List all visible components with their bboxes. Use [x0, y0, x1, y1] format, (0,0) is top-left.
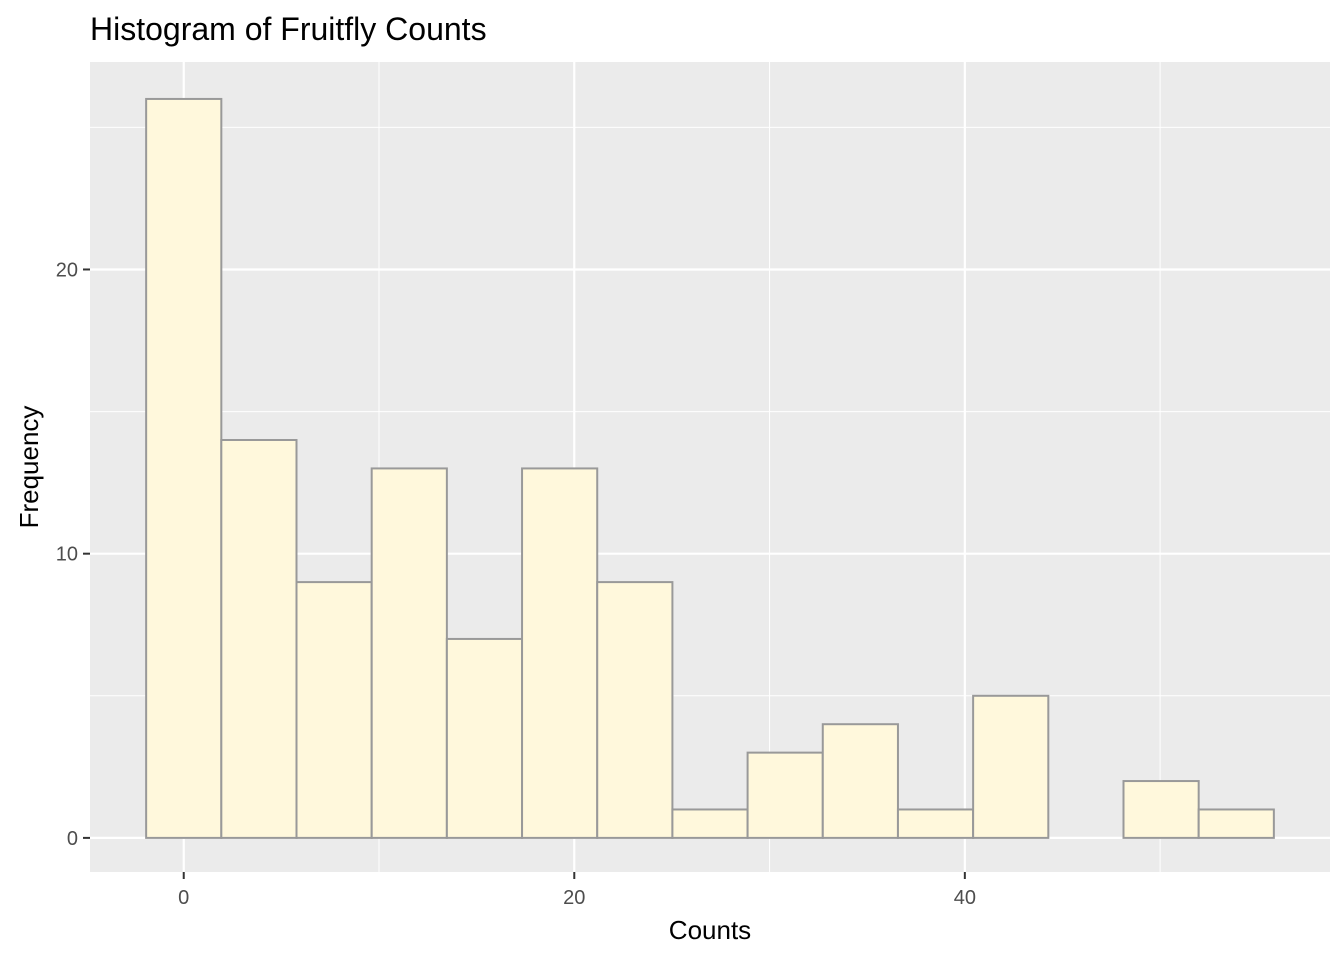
histogram-bar: [521, 467, 599, 839]
histogram-bar: [596, 581, 674, 839]
x-axis-title: Counts: [669, 915, 751, 945]
y-axis-title: Frequency: [14, 406, 44, 529]
x-tick-label: 40: [954, 887, 976, 909]
x-tick-label: 20: [563, 887, 585, 909]
histogram-bar: [746, 751, 824, 839]
y-tick-label: 10: [56, 544, 78, 566]
histogram-bars: [145, 97, 1275, 839]
histogram-bar: [295, 581, 373, 839]
y-tick-label: 20: [56, 259, 78, 281]
histogram-bar: [896, 808, 975, 839]
histogram-bar: [145, 97, 223, 839]
histogram-bar: [671, 808, 749, 839]
plot-title: Histogram of Fruitfly Counts: [90, 11, 487, 47]
histogram-bar: [1122, 780, 1200, 839]
y-axis: 0 10 20: [56, 259, 90, 850]
histogram-bar: [445, 637, 524, 839]
histogram-bar: [821, 723, 899, 839]
histogram-bar: [370, 467, 448, 839]
histogram-bar: [1197, 808, 1275, 839]
x-axis: 0 20 40: [178, 872, 976, 909]
histogram-bar: [972, 694, 1050, 839]
y-tick-label: 0: [67, 828, 78, 850]
x-tick-label: 0: [178, 887, 189, 909]
histogram-bar: [220, 439, 298, 839]
